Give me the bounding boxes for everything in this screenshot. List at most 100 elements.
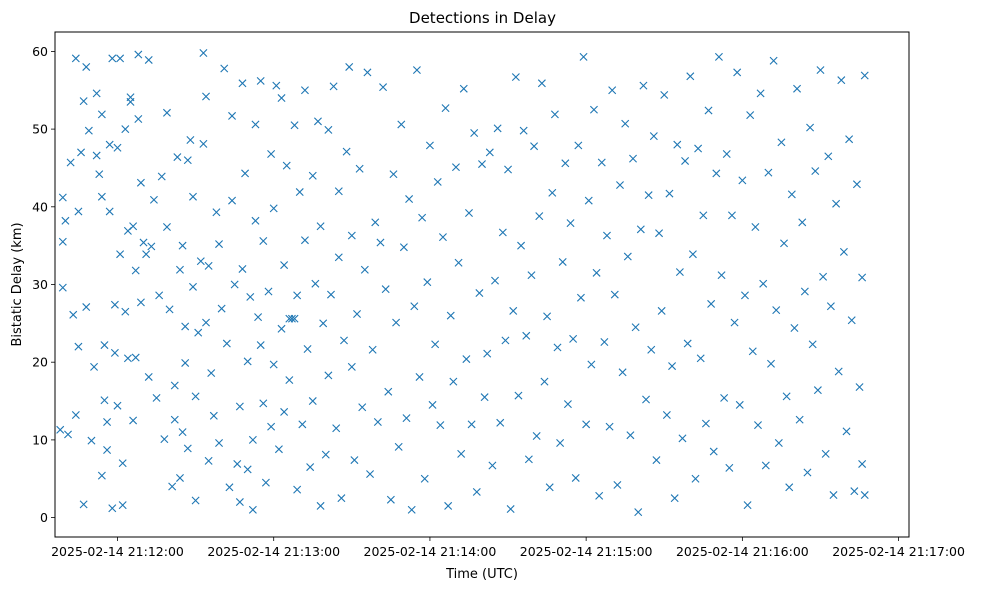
data-point-marker bbox=[280, 261, 289, 270]
data-point-marker bbox=[727, 211, 736, 220]
data-point-marker bbox=[636, 225, 645, 234]
data-point-marker bbox=[441, 104, 450, 113]
data-point-marker bbox=[58, 193, 67, 202]
data-point-marker bbox=[553, 343, 562, 352]
data-point-marker bbox=[772, 306, 781, 315]
data-point-marker bbox=[97, 192, 106, 201]
data-point-marker bbox=[793, 84, 802, 93]
data-point-marker bbox=[675, 268, 684, 277]
data-point-marker bbox=[71, 54, 80, 63]
data-point-marker bbox=[82, 62, 91, 71]
data-point-marker bbox=[84, 126, 93, 135]
data-point-marker bbox=[478, 160, 486, 169]
data-point-marker bbox=[438, 233, 447, 242]
data-point-marker bbox=[295, 188, 304, 197]
data-point-marker bbox=[491, 276, 500, 285]
data-point-marker bbox=[550, 110, 559, 119]
data-point-marker bbox=[847, 316, 856, 325]
data-point-marker bbox=[324, 125, 333, 134]
data-point-marker bbox=[753, 421, 762, 430]
data-point-marker bbox=[506, 505, 515, 514]
data-point-marker bbox=[77, 148, 86, 157]
data-point-marker bbox=[824, 152, 833, 161]
data-point-marker bbox=[235, 402, 244, 411]
data-point-marker bbox=[740, 291, 749, 300]
x-tick-label: 2025-02-14 21:12:00 bbox=[51, 544, 184, 559]
data-point-marker bbox=[696, 354, 705, 363]
data-point-marker bbox=[162, 223, 171, 231]
data-point-marker bbox=[662, 411, 671, 420]
data-point-marker bbox=[688, 250, 697, 259]
data-point-marker bbox=[134, 115, 143, 124]
data-point-marker bbox=[431, 340, 440, 349]
data-point-marker bbox=[311, 279, 320, 288]
data-point-marker bbox=[358, 403, 367, 412]
data-point-marker bbox=[118, 459, 127, 468]
data-point-marker bbox=[813, 386, 822, 395]
data-point-marker bbox=[71, 411, 80, 420]
data-point-marker bbox=[751, 223, 760, 231]
data-point-marker bbox=[785, 483, 794, 492]
data-point-marker bbox=[678, 434, 687, 443]
data-point-marker bbox=[79, 500, 88, 509]
data-point-marker bbox=[155, 291, 164, 300]
data-point-marker bbox=[733, 68, 742, 77]
data-point-marker bbox=[116, 250, 125, 259]
data-point-marker bbox=[173, 153, 182, 162]
data-point-marker bbox=[668, 362, 677, 371]
data-point-marker bbox=[574, 141, 583, 150]
data-point-marker bbox=[543, 312, 552, 321]
data-point-marker bbox=[730, 318, 739, 327]
data-point-marker bbox=[110, 300, 119, 309]
data-point-marker bbox=[808, 340, 817, 349]
data-point-marker bbox=[316, 501, 325, 510]
data-point-marker bbox=[74, 207, 83, 216]
data-point-marker bbox=[144, 372, 153, 381]
data-point-marker bbox=[642, 395, 651, 404]
data-point-marker bbox=[87, 436, 96, 445]
data-point-marker bbox=[204, 261, 213, 270]
data-point-marker bbox=[58, 237, 67, 246]
data-point-marker bbox=[782, 392, 791, 401]
data-point-marker bbox=[220, 64, 229, 73]
data-point-marker bbox=[160, 435, 169, 444]
data-point-marker bbox=[798, 218, 807, 227]
data-point-marker bbox=[402, 414, 411, 423]
data-point-marker bbox=[485, 148, 494, 157]
data-point-marker bbox=[446, 311, 455, 320]
data-point-marker bbox=[103, 418, 112, 427]
data-point-marker bbox=[306, 463, 315, 472]
y-tick-label: 20 bbox=[32, 355, 48, 370]
data-point-marker bbox=[681, 156, 690, 165]
data-point-marker bbox=[415, 372, 424, 381]
data-point-marker bbox=[634, 508, 643, 517]
data-point-marker bbox=[644, 191, 653, 200]
data-point-marker bbox=[355, 164, 364, 173]
data-point-marker bbox=[660, 90, 669, 99]
data-point-marker bbox=[300, 86, 309, 95]
data-point-marker bbox=[602, 231, 611, 240]
data-point-marker bbox=[238, 79, 247, 88]
data-point-marker bbox=[251, 216, 260, 225]
data-point-marker bbox=[399, 243, 408, 252]
data-point-marker bbox=[496, 418, 505, 427]
data-point-marker bbox=[722, 149, 731, 158]
data-point-marker bbox=[433, 177, 442, 186]
data-point-marker bbox=[623, 252, 632, 261]
data-point-marker bbox=[313, 117, 322, 126]
data-point-marker bbox=[58, 283, 67, 292]
data-point-marker bbox=[189, 282, 197, 291]
data-point-marker bbox=[261, 478, 270, 487]
data-point-marker bbox=[511, 73, 520, 82]
data-point-marker bbox=[147, 242, 156, 251]
data-point-marker bbox=[350, 456, 359, 465]
data-point-marker bbox=[168, 482, 177, 491]
data-point-marker bbox=[326, 290, 335, 299]
data-point-marker bbox=[714, 52, 723, 61]
data-point-marker bbox=[858, 459, 867, 468]
data-point-marker bbox=[376, 238, 385, 247]
data-point-marker bbox=[126, 97, 135, 106]
data-point-marker bbox=[673, 140, 682, 149]
